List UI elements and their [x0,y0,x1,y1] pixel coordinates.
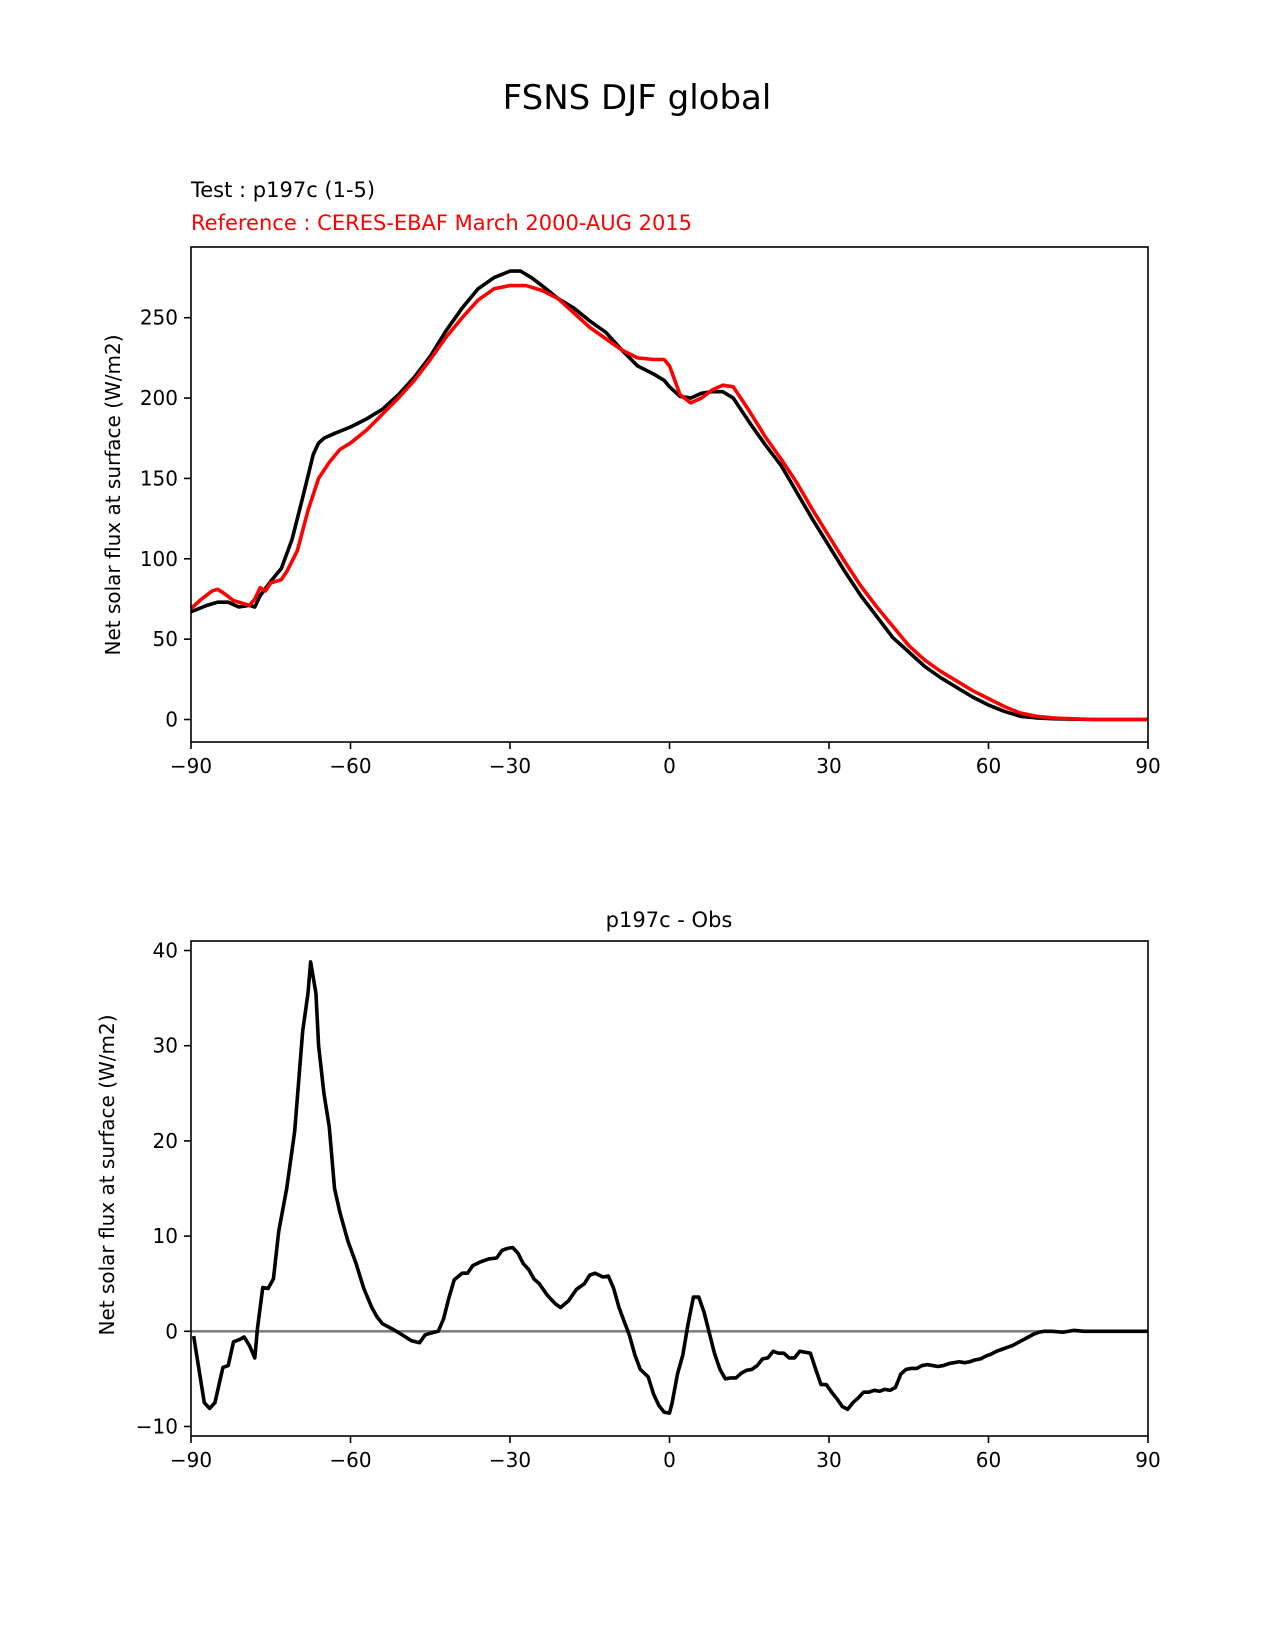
y-tick-label: −10 [136,1414,178,1438]
x-tick-label: −90 [170,754,212,778]
y-tick-label: 200 [140,386,178,410]
series-line-reference [189,283,1148,722]
series-line-test-difference [191,960,1148,1415]
line-chart-bottom: p197c - Obs Net solar flux at surface (W… [95,908,1161,1472]
x-tick-label: 30 [816,1448,841,1472]
x-tick-label: −60 [329,754,371,778]
y-tick-label: 40 [153,939,178,963]
figure-suptitle: FSNS DJF global [503,78,772,118]
x-tick-label: 30 [816,754,841,778]
plot-area-bottom: −90 −60 −30 0 30 60 90 −10 0 10 20 30 40 [136,939,1161,1472]
x-tick-label: 90 [1135,1448,1160,1472]
x-tick-label: −90 [170,1448,212,1472]
difference-plot-title: p197c - Obs [606,908,733,932]
x-tick-label: −30 [489,754,531,778]
x-tick-label: 0 [663,754,676,778]
y-tick-label: 20 [153,1129,178,1153]
x-tick-label: 60 [976,754,1001,778]
x-tick-label: 0 [663,1448,676,1472]
y-tick-label: 50 [153,627,178,651]
y-tick-label: 0 [165,1319,178,1343]
y-axis-label-bottom: Net solar flux at surface (W/m2) [95,1014,119,1335]
y-tick-label: 30 [153,1034,178,1058]
reference-label: Reference : CERES-EBAF March 2000-AUG 20… [191,211,692,235]
y-tick-label: 250 [140,306,178,330]
y-tick-label: 0 [165,708,178,732]
x-tick-label: 60 [976,1448,1001,1472]
x-tick-label: 90 [1135,754,1160,778]
y-tick-label: 150 [140,466,178,490]
test-label: Test : p197c (1-5) [190,178,375,202]
y-tick-label: 10 [153,1224,178,1248]
y-tick-label: 100 [140,547,178,571]
y-axis-label-top: Net solar flux at surface (W/m2) [101,334,125,655]
x-tick-label: −60 [329,1448,371,1472]
x-tick-label: −30 [489,1448,531,1472]
line-chart-top: Test : p197c (1-5) Reference : CERES-EBA… [101,178,1161,778]
plot-area-top: −90 −60 −30 0 30 60 90 0 50 100 150 200 250 [140,246,1161,778]
